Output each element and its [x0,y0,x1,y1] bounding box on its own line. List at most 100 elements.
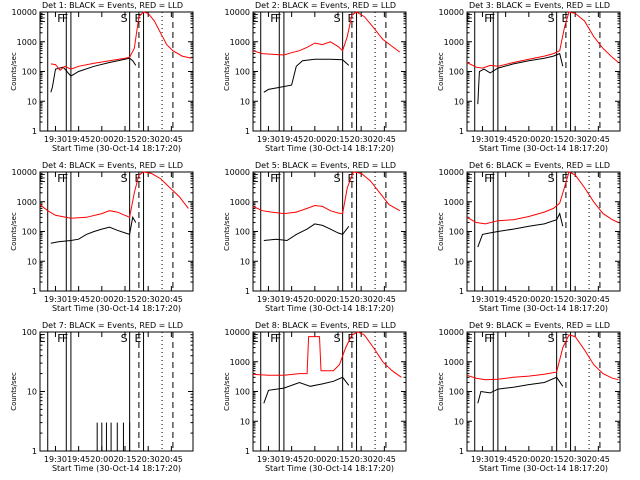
x-tick-label: 20:30 [564,295,587,304]
x-tick-label: 19:45 [494,295,517,304]
x-tick-label: 20:00 [303,455,326,464]
x-tick-label: 19:45 [67,135,90,144]
y-tick-label: 100 [22,228,37,237]
y-tick-label: 1000 [444,198,464,207]
event-label: F [57,332,63,345]
y-axis-label: Counts/sec [437,372,445,411]
y-tick-label: 1000 [230,358,250,367]
panel-det-7: Det 7: BLACK = Events, RED = LLD 1 10 100 19… [10,321,194,473]
x-tick-label: 20:00 [517,295,540,304]
y-axis-label: Counts/sec [437,52,445,91]
event-label: S [548,172,555,185]
y-tick-label: 10 [240,417,250,426]
y-tick-label: 10 [27,257,37,266]
panel-title: Det 5: BLACK = Events, RED = LLD [255,161,396,170]
event-label: E [39,332,46,345]
event-label: S [548,332,555,345]
y-tick-label: 1000 [17,38,37,47]
event-label: E [562,172,569,185]
event-label: E [562,332,569,345]
y-tick-label: 10 [240,97,250,106]
x-tick-label: 19:45 [280,295,303,304]
panel-title: Det 2: BLACK = Events, RED = LLD [255,1,396,10]
event-label: F [275,12,281,25]
x-tick-label: 19:45 [280,455,303,464]
x-axis-label: Start Time (30-Oct-14 18:17:20) [479,144,608,153]
panel-det-9: Det 9: BLACK = Events, RED = LLD 1 10 100 10… [437,321,621,473]
lld-series-line [252,331,402,378]
lld-series-line [466,171,619,225]
x-tick-label: 20:30 [350,135,373,144]
x-tick-label: 20:00 [90,455,113,464]
panel-title: Det 8: BLACK = Events, RED = LLD [255,321,396,330]
y-tick-label: 10 [454,97,464,106]
x-tick-label: 20:15 [540,135,563,144]
x-tick-label: 20:45 [160,455,183,464]
x-tick-label: 20:15 [113,135,136,144]
x-axis-label: Start Time (30-Oct-14 18:17:20) [265,144,394,153]
y-axis-label: Counts/sec [223,212,231,251]
events-series-line [263,223,350,242]
lld-series-line [466,334,619,381]
event-label: F [270,332,276,345]
event-label: F [489,12,495,25]
x-tick-label: 20:45 [373,295,396,304]
panel-det-8: Det 8: BLACK = Events, RED = LLD 1 10 100 10… [223,321,407,473]
plot-frame [39,171,194,292]
x-tick-label: 20:45 [587,295,610,304]
events-series-line [263,376,350,404]
y-tick-label: 10000 [225,328,250,337]
event-label: E [252,172,259,185]
x-axis-label: Start Time (30-Oct-14 18:17:20) [52,144,181,153]
event-label: S [548,12,555,25]
plot-frame [39,11,194,132]
y-tick-label: 100 [235,228,250,237]
event-label: F [484,332,490,345]
x-tick-label: 19:45 [280,135,303,144]
plot-frame [466,11,621,132]
panel-det-1: Det 1: BLACK = Events, RED = LLD 1 10 100 10… [10,1,194,153]
y-tick-label: 10000 [439,328,464,337]
plot-frame [466,171,621,292]
x-tick-label: 20:00 [90,295,113,304]
y-tick-label: 10000 [225,8,250,17]
x-tick-label: 20:45 [373,455,396,464]
x-tick-label: 20:45 [160,295,183,304]
y-tick-label: 10 [27,388,37,397]
y-tick-label: 10000 [225,168,250,177]
event-label: F [484,12,490,25]
event-label: F [57,172,63,185]
x-axis-label: Start Time (30-Oct-14 18:17:20) [479,464,608,473]
y-tick-label: 10000 [439,168,464,177]
event-label: E [252,12,259,25]
lld-series-line [252,11,401,56]
event-label: E [135,332,142,345]
y-axis-label: Counts/sec [223,372,231,411]
y-tick-label: 10000 [12,8,37,17]
x-tick-label: 19:30 [471,135,494,144]
panel-title: Det 9: BLACK = Events, RED = LLD [469,321,610,330]
x-tick-label: 20:30 [137,135,160,144]
event-label: F [275,172,281,185]
lld-series-line [39,171,189,219]
y-tick-label: 1 [32,447,37,456]
plot-frame [466,331,621,452]
x-axis-label: Start Time (30-Oct-14 18:17:20) [265,464,394,473]
event-label: E [466,12,473,25]
x-axis-label: Start Time (30-Oct-14 18:17:20) [52,464,181,473]
event-label: S [121,172,128,185]
panel-det-4: Det 4: BLACK = Events, RED = LLD 1 10 100 10… [10,161,194,313]
x-tick-label: 20:15 [113,295,136,304]
y-axis-label: Counts/sec [437,212,445,251]
plot-frame [252,11,407,132]
y-tick-label: 1000 [230,198,250,207]
y-tick-label: 1 [32,127,37,136]
x-tick-label: 20:15 [540,455,563,464]
x-tick-label: 20:30 [137,295,160,304]
y-axis-label: Counts/sec [10,372,18,411]
event-label: S [334,332,341,345]
y-tick-label: 100 [449,388,464,397]
events-series-line [50,57,137,93]
x-axis-label: Start Time (30-Oct-14 18:17:20) [52,304,181,313]
